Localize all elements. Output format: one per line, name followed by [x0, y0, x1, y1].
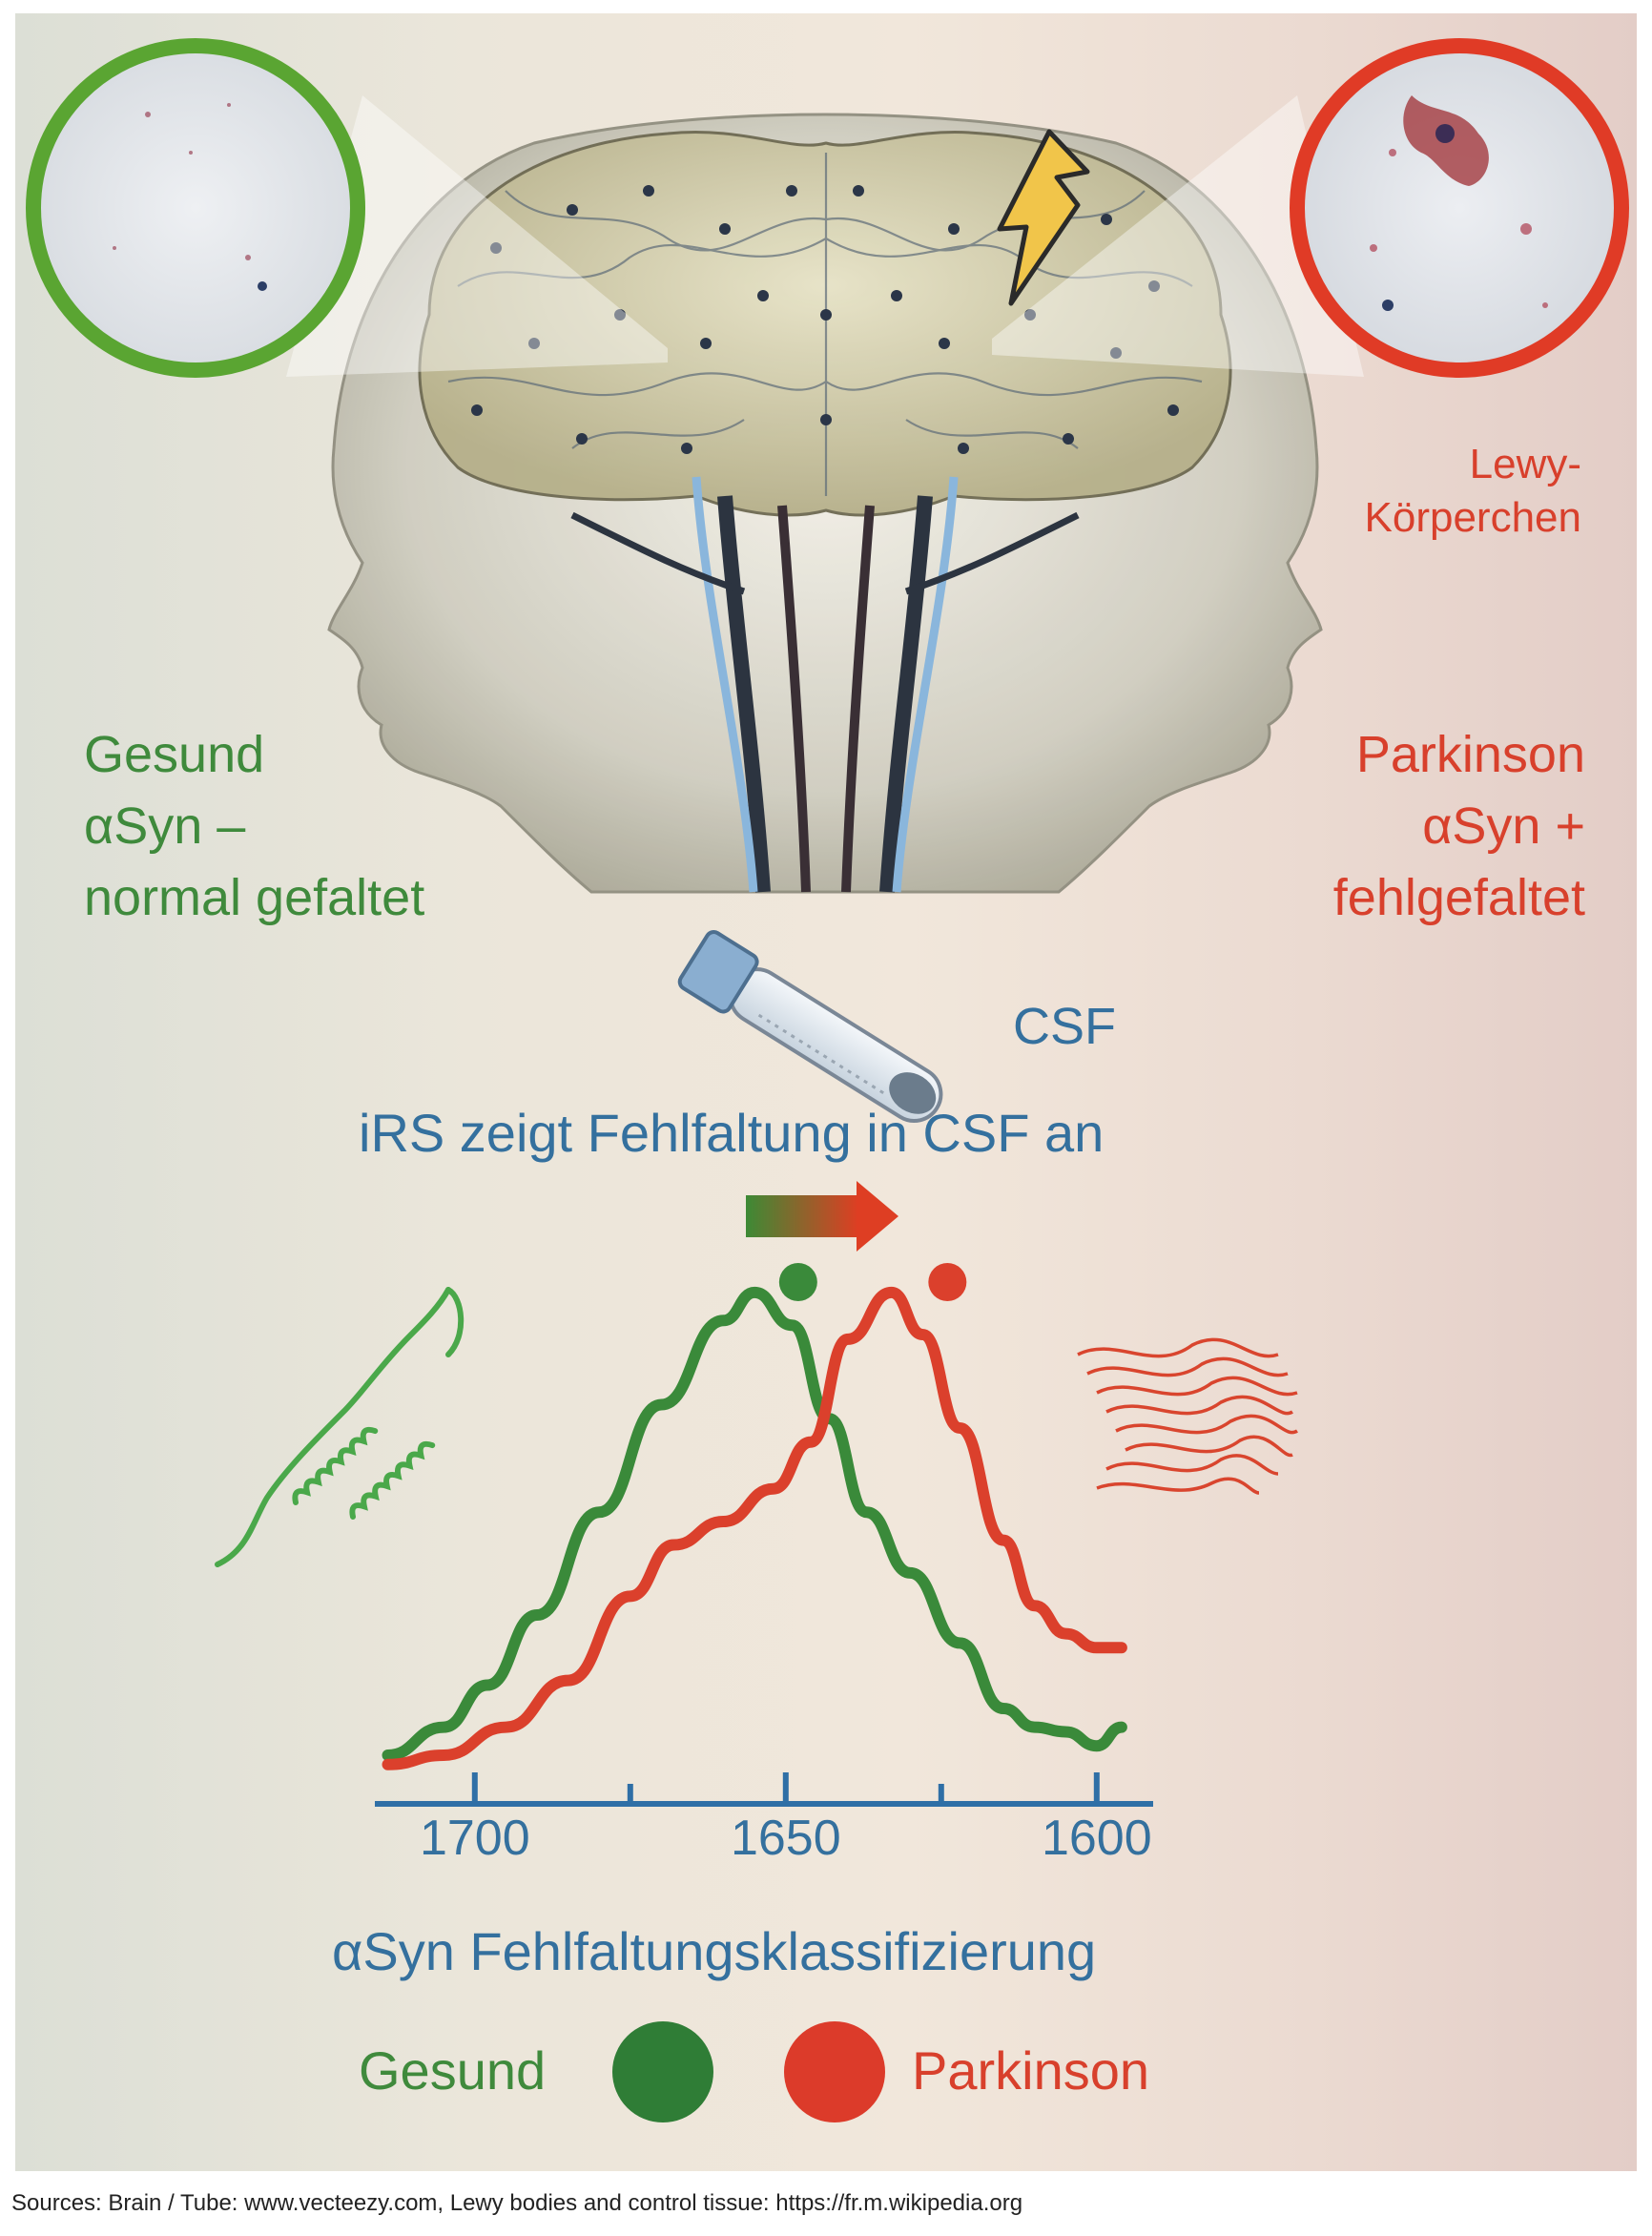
- csf-label: CSF: [1013, 998, 1116, 1055]
- lewy-body-tissue-circle: [1290, 38, 1629, 378]
- spectrum-chart: [375, 1263, 1153, 1807]
- head-illustration: [327, 113, 1323, 894]
- tick-label: 1650: [730, 1811, 841, 1866]
- shift-arrow: [746, 1181, 898, 1252]
- legend-healthy-dot: [612, 2021, 713, 2122]
- neck-vessels: [570, 476, 1080, 893]
- right-title-line-3: fehlgefaltet: [1332, 869, 1585, 926]
- brain-nodes: [471, 185, 1179, 454]
- tick-label: 1600: [1041, 1811, 1152, 1866]
- lewy-label-line-1: Lewy-: [1469, 441, 1581, 487]
- misfolded-protein-structure: [1077, 1337, 1298, 1495]
- series-line-parkinson: [382, 1286, 1127, 1770]
- right-title-line-1: Parkinson: [1355, 726, 1585, 783]
- lightning-icon: [997, 129, 1090, 306]
- right-title-line-2: αSyn +: [1422, 797, 1585, 855]
- left-title-line-1: Gesund: [84, 726, 265, 783]
- tick-label: 1700: [419, 1811, 530, 1866]
- beam-left: [286, 95, 668, 377]
- legend-healthy-label: Gesund: [359, 2040, 547, 2101]
- series-line-gesund: [382, 1286, 1127, 1761]
- healthy-tissue-circle: [26, 38, 365, 378]
- left-title-line-3: normal gefaltet: [84, 869, 425, 926]
- test-tube-icon: [677, 930, 943, 1123]
- legend-parkinson-label: Parkinson: [912, 2040, 1150, 2101]
- native-protein-structure: [215, 1287, 465, 1567]
- left-title-line-2: αSyn –: [84, 797, 246, 855]
- peak-marker-gesund: [778, 1263, 817, 1301]
- legend-parkinson-dot: [784, 2021, 885, 2122]
- x-axis-title: αSyn Fehlfaltungsklassifizierung: [332, 1921, 1097, 1981]
- beam-right: [992, 95, 1364, 377]
- peak-marker-parkinson: [928, 1263, 967, 1301]
- sources-footnote: Sources: Brain / Tube: www.vecteezy.com,…: [11, 2190, 1023, 2216]
- lewy-label-line-2: Körperchen: [1364, 494, 1581, 541]
- irs-caption: iRS zeigt Fehlfaltung in CSF an: [359, 1103, 1105, 1163]
